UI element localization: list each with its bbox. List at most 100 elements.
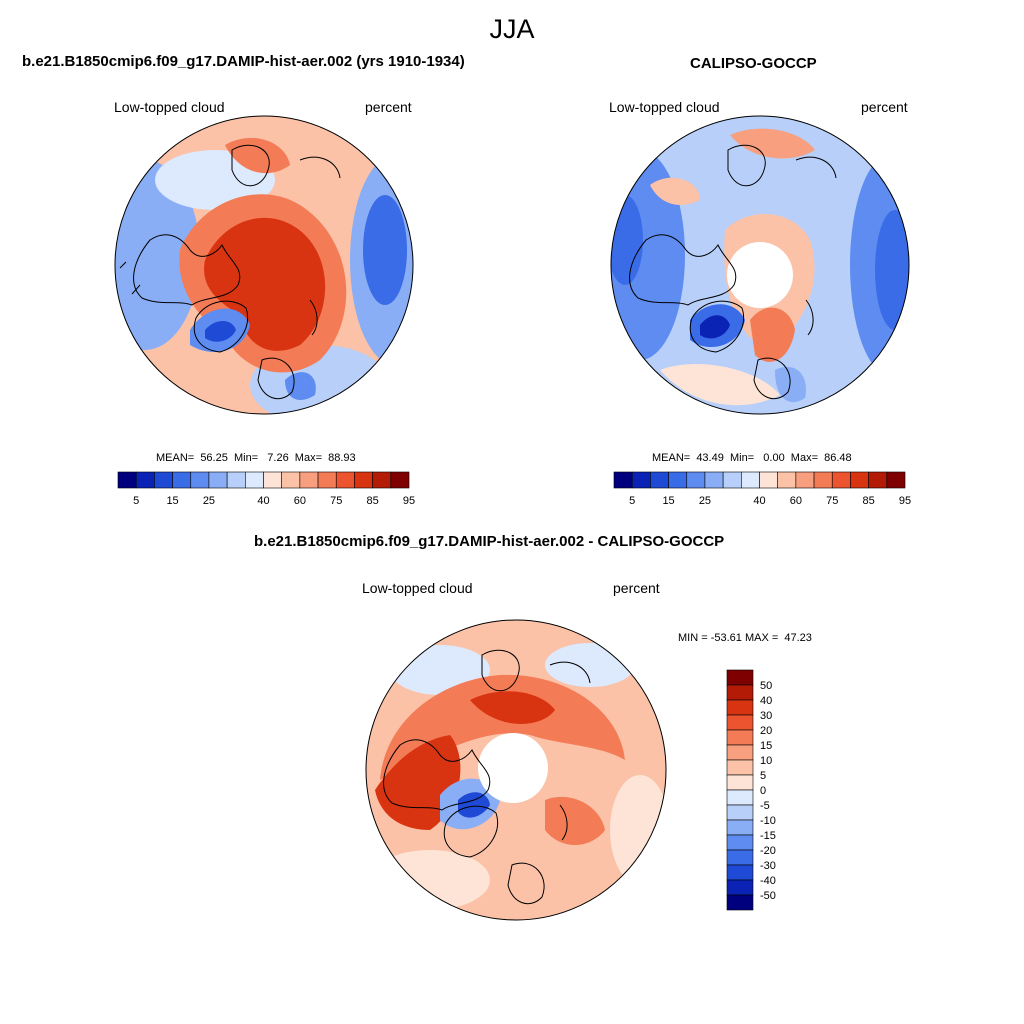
colorbar-diff-swatch bbox=[726, 864, 754, 881]
map2 bbox=[610, 115, 910, 415]
colorbar-obs-tick-label: 75 bbox=[826, 495, 838, 507]
colorbar-model-swatch bbox=[281, 471, 301, 489]
colorbar-obs: 5 15 25 40 60 75 85 95 bbox=[613, 471, 911, 507]
panel3-stats: MIN = -53.61 MAX = 47.23 bbox=[678, 632, 812, 644]
colorbar-diff-tick-label: 20 bbox=[760, 725, 772, 737]
colorbar-diff-tick-label: 10 bbox=[760, 755, 772, 767]
colorbar-model-swatch bbox=[208, 471, 228, 489]
colorbar-diff-swatch bbox=[726, 729, 754, 746]
colorbar-diff-tick-label: -10 bbox=[760, 815, 776, 827]
panel2-units-label: percent bbox=[861, 99, 908, 115]
colorbar-obs-swatch bbox=[613, 471, 633, 489]
panel2-stats: MEAN= 43.49 Min= 0.00 Max= 86.48 bbox=[652, 452, 852, 464]
colorbar-obs-swatch bbox=[868, 471, 888, 489]
colorbar-obs-swatch bbox=[850, 471, 869, 489]
colorbar-diff-swatch bbox=[726, 834, 754, 851]
colorbar-model-swatch bbox=[317, 471, 337, 489]
colorbar-diff-swatch bbox=[726, 759, 754, 776]
colorbar-model-swatch bbox=[117, 471, 137, 489]
colorbar-diff-swatch bbox=[726, 744, 754, 761]
colorbar-model-swatch bbox=[263, 471, 282, 489]
colorbar-diff-swatch bbox=[726, 789, 754, 806]
colorbar-model-swatch bbox=[135, 471, 155, 489]
colorbar-model-swatch bbox=[226, 471, 246, 489]
colorbar-model-swatch bbox=[299, 471, 319, 489]
colorbar-obs-swatch bbox=[795, 471, 815, 489]
colorbar-obs-swatch bbox=[886, 471, 906, 489]
colorbar-model-swatch bbox=[372, 471, 392, 489]
colorbar-obs-tick-label: 85 bbox=[863, 495, 875, 507]
colorbar-diff-tick-label: 40 bbox=[760, 695, 772, 707]
colorbar-diff-swatch bbox=[726, 849, 754, 866]
panel3-variable-label: Low-topped cloud bbox=[362, 580, 473, 596]
colorbar-obs-swatch bbox=[759, 471, 778, 489]
colorbar-diff-tick-label: -50 bbox=[760, 890, 776, 902]
colorbar-model-swatch bbox=[245, 471, 264, 489]
colorbar-obs-swatch bbox=[813, 471, 833, 489]
panel3-units-label: percent bbox=[613, 580, 660, 596]
colorbar-diff-tick-label: 30 bbox=[760, 710, 772, 722]
colorbar-diff-swatch bbox=[726, 879, 754, 896]
main-title: JJA bbox=[489, 14, 535, 44]
colorbar-model-swatch bbox=[354, 471, 373, 489]
panel2-title: CALIPSO-GOCCP bbox=[690, 55, 817, 72]
colorbar-diff-swatch bbox=[726, 819, 754, 836]
panel1-units-label: percent bbox=[365, 99, 412, 115]
colorbar-model-tick-label: 15 bbox=[166, 495, 178, 507]
colorbar-obs-swatch bbox=[722, 471, 742, 489]
colorbar-model-tick-label: 95 bbox=[403, 495, 415, 507]
map2-coastlines bbox=[629, 144, 837, 400]
colorbar-model-tick-label: 25 bbox=[203, 495, 215, 507]
colorbar-diff-tick-label: 5 bbox=[760, 770, 766, 782]
colorbar-obs-tick-label: 40 bbox=[753, 495, 765, 507]
colorbar-model-swatch bbox=[154, 471, 173, 489]
colorbar-model-swatch bbox=[190, 471, 210, 489]
colorbar-diff-tick-label: -20 bbox=[760, 845, 776, 857]
map1 bbox=[114, 115, 414, 415]
colorbar-obs-swatch bbox=[704, 471, 724, 489]
panel1-title: b.e21.B1850cmip6.f09_g17.DAMIP-hist-aer.… bbox=[22, 53, 465, 70]
map3 bbox=[365, 619, 667, 921]
map1-coastlines bbox=[119, 144, 341, 400]
colorbar-diff-tick-label: 15 bbox=[760, 740, 772, 752]
colorbar-model-swatch bbox=[335, 471, 355, 489]
colorbar-obs-tick-label: 60 bbox=[790, 495, 802, 507]
colorbar-obs-swatch bbox=[831, 471, 851, 489]
colorbar-model-tick-label: 75 bbox=[330, 495, 342, 507]
colorbar-diff-swatch bbox=[726, 684, 754, 701]
colorbar-model-tick-label: 85 bbox=[367, 495, 379, 507]
colorbar-diff-tick-label: 50 bbox=[760, 680, 772, 692]
colorbar-model-tick-label: 60 bbox=[294, 495, 306, 507]
colorbar-model-swatch bbox=[172, 471, 192, 489]
colorbar-diff-tick-label: -15 bbox=[760, 830, 776, 842]
colorbar-obs-tick-label: 15 bbox=[662, 495, 674, 507]
colorbar-diff-swatch bbox=[726, 714, 754, 731]
colorbar-obs-tick-label: 5 bbox=[629, 495, 635, 507]
colorbar-diff-swatch bbox=[726, 894, 754, 911]
colorbar-model-tick-label: 5 bbox=[133, 495, 139, 507]
colorbar-diff-tick-label: -5 bbox=[760, 800, 770, 812]
colorbar-obs-swatch bbox=[631, 471, 651, 489]
colorbar-obs-swatch bbox=[686, 471, 706, 489]
colorbar-diff-tick-label: 0 bbox=[760, 785, 766, 797]
colorbar-diff-swatch bbox=[726, 804, 754, 821]
panel1-variable-label: Low-topped cloud bbox=[114, 99, 225, 115]
colorbar-diff-swatch bbox=[726, 669, 754, 686]
panel3-title: b.e21.B1850cmip6.f09_g17.DAMIP-hist-aer.… bbox=[254, 533, 725, 550]
colorbar-obs-swatch bbox=[650, 471, 669, 489]
colorbar-diff-swatch bbox=[726, 699, 754, 716]
colorbar-obs-swatch bbox=[668, 471, 688, 489]
panel1-stats: MEAN= 56.25 Min= 7.26 Max= 88.93 bbox=[156, 452, 356, 464]
colorbar-diff-swatch bbox=[726, 774, 754, 791]
colorbar-model-swatch bbox=[390, 471, 410, 489]
panel2-variable-label: Low-topped cloud bbox=[609, 99, 720, 115]
colorbar-obs-tick-label: 95 bbox=[899, 495, 911, 507]
colorbar-diff-tick-label: -30 bbox=[760, 860, 776, 872]
colorbar-obs-swatch bbox=[777, 471, 797, 489]
colorbar-diff-tick-label: -40 bbox=[760, 875, 776, 887]
colorbar-model-tick-label: 40 bbox=[257, 495, 269, 507]
colorbar-model: 5 15 25 40 60 75 85 95 bbox=[117, 471, 415, 507]
colorbar-obs-swatch bbox=[741, 471, 760, 489]
